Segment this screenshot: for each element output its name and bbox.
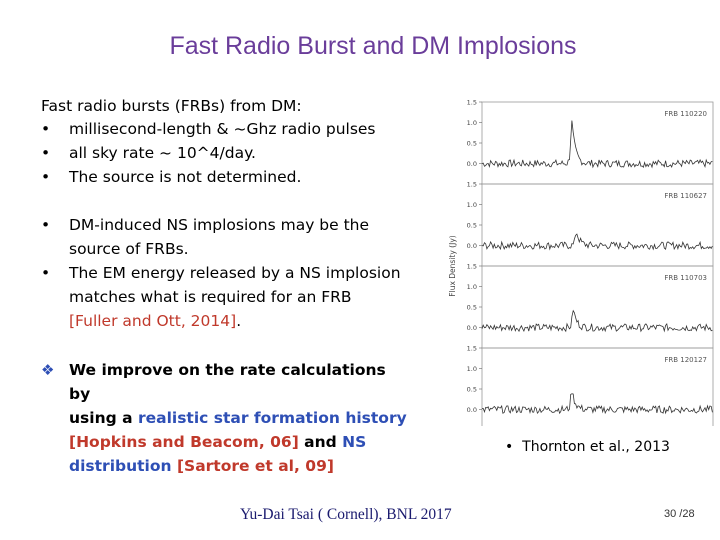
highlight-text: and [298, 433, 343, 451]
y-axis-label: Flux Density (Jy) [448, 235, 457, 296]
highlight-block: ❖ We improve on the rate calculations by… [41, 358, 411, 478]
bullet-text: . [236, 312, 242, 330]
y-tick-label: 0.5 [467, 140, 477, 148]
bullet-icon: • [41, 216, 51, 234]
y-tick-label: 1.5 [467, 99, 477, 107]
page-number: 30 /28 [664, 508, 695, 520]
reference-text: [Hopkins and Beacom, 06] [69, 433, 299, 451]
series-line [481, 393, 713, 415]
diamond-bullet-icon: ❖ [41, 361, 55, 379]
y-tick-label: 1.5 [467, 345, 477, 353]
bullet-icon: • [41, 264, 51, 282]
y-tick-label: 0.0 [467, 324, 477, 332]
series-line [481, 309, 713, 333]
y-tick-label: 1.0 [467, 365, 477, 373]
reference-text: [Fuller and Ott, 2014] [69, 312, 237, 330]
y-tick-label: 1.5 [467, 263, 477, 271]
y-tick-label: 0.5 [467, 222, 477, 230]
list-item: • all sky rate ~ 10^4/day. [41, 141, 376, 165]
bullet-icon: • [41, 168, 51, 186]
y-tick-label: 1.0 [467, 201, 477, 209]
bullet-icon: • [41, 144, 51, 162]
list-item: • millisecond-length & ~Ghz radio pulses [41, 117, 376, 141]
highlight-text: using a [69, 409, 138, 427]
bullet-text: The EM energy released by a NS implosion [69, 264, 401, 282]
y-tick-label: 1.0 [467, 119, 477, 127]
highlight-link-text: realistic star formation history [137, 409, 407, 427]
series-label: FRB 110703 [664, 274, 707, 282]
y-tick-label: 0.0 [467, 160, 477, 168]
bullet-icon: • [41, 120, 51, 138]
y-tick-label: 0.5 [467, 304, 477, 312]
y-tick-label: 0.5 [467, 386, 477, 394]
bullet-text: matches what is required for an FRB [69, 288, 352, 306]
frb-lightcurve-chart: 1.5 1.0 0.5 0.0 FRB 110220 1.5 1.0 0.5 0.0 FRB 11… [448, 99, 714, 426]
caption-text: Thornton et al., 2013 [522, 439, 670, 455]
bullet-text: DM-induced NS implosions may be the [69, 216, 370, 234]
highlight-text: We improve on the rate calculations by [69, 361, 386, 403]
series-label: FRB 120127 [664, 356, 707, 364]
highlight-link-text: NS [342, 433, 367, 451]
list-item: • DM-induced NS implosions may be the sour… [41, 213, 421, 261]
lead-text: Fast radio bursts (FRBs) from DM: [41, 97, 302, 115]
reference-text: [Sartore et al, 09] [171, 457, 334, 475]
list-item: • The source is not determined. [41, 165, 376, 189]
bullet-icon: • [505, 439, 523, 455]
y-tick-label: 0.0 [467, 242, 477, 250]
y-tick-label: 1.0 [467, 283, 477, 291]
list-item: • The EM energy released by a NS implosio… [41, 261, 421, 333]
figure-caption: • Thornton et al., 2013 [505, 439, 670, 455]
frb-bullet-list: • millisecond-length & ~Ghz radio pulses … [41, 117, 376, 189]
bullet-text: source of FRBs. [69, 240, 189, 258]
footer-text: Yu-Dai Tsai ( Cornell), BNL 2017 [240, 506, 452, 523]
series-line [481, 120, 713, 169]
bullet-text: all sky rate ~ 10^4/day. [69, 144, 256, 162]
bullet-text: millisecond-length & ~Ghz radio pulses [69, 120, 376, 138]
y-tick-label: 1.5 [467, 181, 477, 189]
bullet-text: The source is not determined. [69, 168, 302, 186]
highlight-link-text: distribution [69, 457, 172, 475]
slide-title: Fast Radio Burst and DM Implosions [169, 32, 577, 60]
series-label: FRB 110627 [664, 192, 707, 200]
implosion-bullet-list: • DM-induced NS implosions may be the sour… [41, 213, 421, 333]
series-label: FRB 110220 [664, 110, 707, 118]
y-tick-label: 0.0 [467, 406, 477, 414]
series-line [481, 233, 713, 251]
